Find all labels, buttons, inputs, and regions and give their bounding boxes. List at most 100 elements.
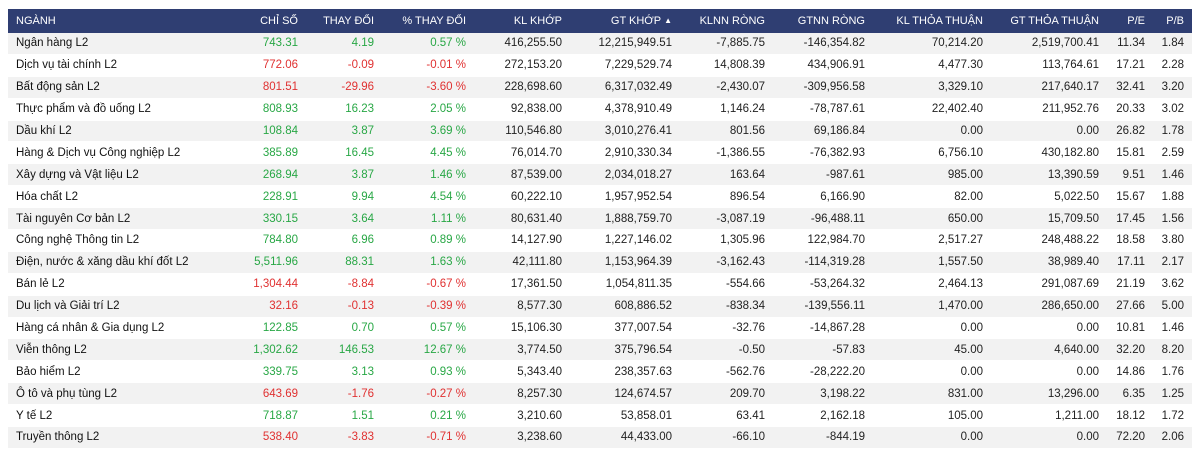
- match-value: 377,007.54: [570, 317, 680, 340]
- table-row[interactable]: Công nghệ Thông tin L2 784.80 6.96 0.89 % 14…: [8, 229, 1192, 252]
- table-row[interactable]: Hàng cá nhân & Gia dụng L2 122.85 0.70 0.57…: [8, 317, 1192, 340]
- match-value: 6,317,032.49: [570, 76, 680, 99]
- sector-name[interactable]: Hóa chất L2: [8, 185, 234, 209]
- table-row[interactable]: Dịch vụ tài chính L2 772.06 -0.09 -0.01 % 27…: [8, 54, 1192, 77]
- match-volume: 76,014.70: [474, 141, 570, 165]
- table-row[interactable]: Hàng & Dịch vụ Công nghiệp L2 385.89 16.45…: [8, 141, 1192, 165]
- pb-value: 1.46: [1153, 163, 1192, 187]
- table-row[interactable]: Bảo hiểm L2 339.75 3.13 0.93 % 5,343.40 238,3…: [8, 360, 1192, 384]
- negotiated-volume: 0.00: [873, 426, 991, 449]
- sector-name[interactable]: Bảo hiểm L2: [8, 360, 234, 384]
- foreign-net-volume: -838.34: [680, 295, 773, 318]
- sector-name[interactable]: Tài nguyên Cơ bản L2: [8, 207, 234, 231]
- negotiated-value: 4,640.00: [991, 338, 1107, 362]
- sector-name[interactable]: Công nghệ Thông tin L2: [8, 229, 234, 252]
- sector-name[interactable]: Xây dựng và Vật liệu L2: [8, 163, 234, 187]
- foreign-net-value: -96,488.11: [773, 207, 873, 231]
- foreign-net-value: -53,264.32: [773, 273, 873, 296]
- foreign-net-value: -28,222.20: [773, 360, 873, 384]
- sector-name[interactable]: Thực phẩm và đồ uống L2: [8, 98, 234, 121]
- match-volume: 80,631.40: [474, 207, 570, 231]
- match-value: 238,357.63: [570, 360, 680, 384]
- index-value: 772.06: [234, 54, 306, 77]
- match-volume: 42,111.80: [474, 251, 570, 274]
- table-row[interactable]: Bất động sản L2 801.51 -29.96 -3.60 % 228,69…: [8, 76, 1192, 99]
- match-volume: 14,127.90: [474, 229, 570, 252]
- match-value: 12,215,949.51: [570, 33, 680, 55]
- foreign-net-value: -139,556.11: [773, 295, 873, 318]
- table-row[interactable]: Y tế L2 718.87 1.51 0.21 % 3,210.60 53,858.01…: [8, 404, 1192, 428]
- pb-value: 1.76: [1153, 360, 1192, 384]
- foreign-net-volume: 1,146.24: [680, 98, 773, 121]
- match-volume: 3,774.50: [474, 338, 570, 362]
- foreign-net-value: 434,906.91: [773, 54, 873, 77]
- sector-name[interactable]: Du lịch và Giải trí L2: [8, 295, 234, 318]
- index-value: 32.16: [234, 295, 306, 318]
- header-change-percent[interactable]: % THAY ĐỔI: [382, 9, 474, 33]
- sector-name[interactable]: Bán lẻ L2: [8, 273, 234, 296]
- header-foreign-net-value[interactable]: GTNN RÒNG: [773, 9, 873, 33]
- sector-name[interactable]: Hàng cá nhân & Gia dụng L2: [8, 317, 234, 340]
- pb-value: 5.00: [1153, 295, 1192, 318]
- change-value: 3.87: [306, 163, 382, 187]
- sector-name[interactable]: Truyền thông L2: [8, 426, 234, 449]
- change-value: -3.83: [306, 426, 382, 449]
- negotiated-value: 13,390.59: [991, 163, 1107, 187]
- change-percent: 1.11 %: [382, 207, 474, 231]
- table-row[interactable]: Thực phẩm và đồ uống L2 808.93 16.23 2.05 %…: [8, 98, 1192, 121]
- header-match-value[interactable]: GT KHỚP ▲: [570, 9, 680, 33]
- index-value: 1,304.44: [234, 273, 306, 296]
- header-change[interactable]: THAY ĐỔI: [306, 9, 382, 33]
- match-value: 1,227,146.02: [570, 229, 680, 252]
- sector-name[interactable]: Điện, nước & xăng dầu khí đốt L2: [8, 251, 234, 274]
- foreign-net-volume: 14,808.39: [680, 54, 773, 77]
- table-row[interactable]: Du lịch và Giải trí L2 32.16 -0.13 -0.39 % 8…: [8, 295, 1192, 318]
- index-value: 5,511.96: [234, 251, 306, 274]
- sector-name[interactable]: Viễn thông L2: [8, 338, 234, 362]
- change-value: 146.53: [306, 338, 382, 362]
- match-volume: 272,153.20: [474, 54, 570, 77]
- sector-name[interactable]: Bất động sản L2: [8, 76, 234, 99]
- sector-name[interactable]: Y tế L2: [8, 404, 234, 428]
- index-value: 784.80: [234, 229, 306, 252]
- table-row[interactable]: Ngân hàng L2 743.31 4.19 0.57 % 416,255.50 12…: [8, 33, 1192, 55]
- header-foreign-net-volume[interactable]: KLNN RÒNG: [680, 9, 773, 33]
- sector-name[interactable]: Dầu khí L2: [8, 120, 234, 143]
- table-row[interactable]: Truyền thông L2 538.40 -3.83 -0.71 % 3,238.6…: [8, 426, 1192, 449]
- pe-value: 18.12: [1107, 404, 1153, 428]
- header-sector[interactable]: NGÀNH: [8, 9, 234, 33]
- sector-name[interactable]: Dịch vụ tài chính L2: [8, 54, 234, 77]
- header-index[interactable]: CHỈ SỐ: [234, 9, 306, 33]
- header-pe[interactable]: P/E: [1107, 9, 1153, 33]
- pb-value: 1.25: [1153, 382, 1192, 406]
- pe-value: 20.33: [1107, 98, 1153, 121]
- foreign-net-value: 2,162.18: [773, 404, 873, 428]
- pb-value: 2.06: [1153, 426, 1192, 449]
- sector-name[interactable]: Ngân hàng L2: [8, 33, 234, 55]
- pe-value: 27.66: [1107, 295, 1153, 318]
- foreign-net-volume: -562.76: [680, 360, 773, 384]
- match-value: 7,229,529.74: [570, 54, 680, 77]
- pb-value: 3.20: [1153, 76, 1192, 99]
- pb-value: 2.28: [1153, 54, 1192, 77]
- table-row[interactable]: Hóa chất L2 228.91 9.94 4.54 % 60,222.10 1,95…: [8, 185, 1192, 209]
- sector-name[interactable]: Hàng & Dịch vụ Công nghiệp L2: [8, 141, 234, 165]
- change-percent: -0.67 %: [382, 273, 474, 296]
- table-row[interactable]: Xây dựng và Vật liệu L2 268.94 3.87 1.46 % 8…: [8, 163, 1192, 187]
- table-row[interactable]: Ô tô và phụ tùng L2 643.69 -1.76 -0.27 % 8,2…: [8, 382, 1192, 406]
- header-pb[interactable]: P/B: [1153, 9, 1192, 33]
- header-negotiated-volume[interactable]: KL THỎA THUẬN: [873, 9, 991, 33]
- table-row[interactable]: Điện, nước & xăng dầu khí đốt L2 5,511.96…: [8, 251, 1192, 274]
- sort-arrows-icon[interactable]: ▲: [664, 16, 672, 25]
- table-row[interactable]: Bán lẻ L2 1,304.44 -8.84 -0.67 % 17,361.50 1,…: [8, 273, 1192, 296]
- pb-value: 1.56: [1153, 207, 1192, 231]
- pb-value: 1.46: [1153, 317, 1192, 340]
- header-negotiated-value[interactable]: GT THỎA THUẬN: [991, 9, 1107, 33]
- pb-value: 2.59: [1153, 141, 1192, 165]
- header-match-volume[interactable]: KL KHỚP: [474, 9, 570, 33]
- sector-name[interactable]: Ô tô và phụ tùng L2: [8, 382, 234, 406]
- match-value: 1,153,964.39: [570, 251, 680, 274]
- table-row[interactable]: Tài nguyên Cơ bản L2 330.15 3.64 1.11 % 80,6…: [8, 207, 1192, 231]
- table-row[interactable]: Viễn thông L2 1,302.62 146.53 12.67 % 3,774.…: [8, 338, 1192, 362]
- table-row[interactable]: Dầu khí L2 108.84 3.87 3.69 % 110,546.80 3,01…: [8, 120, 1192, 143]
